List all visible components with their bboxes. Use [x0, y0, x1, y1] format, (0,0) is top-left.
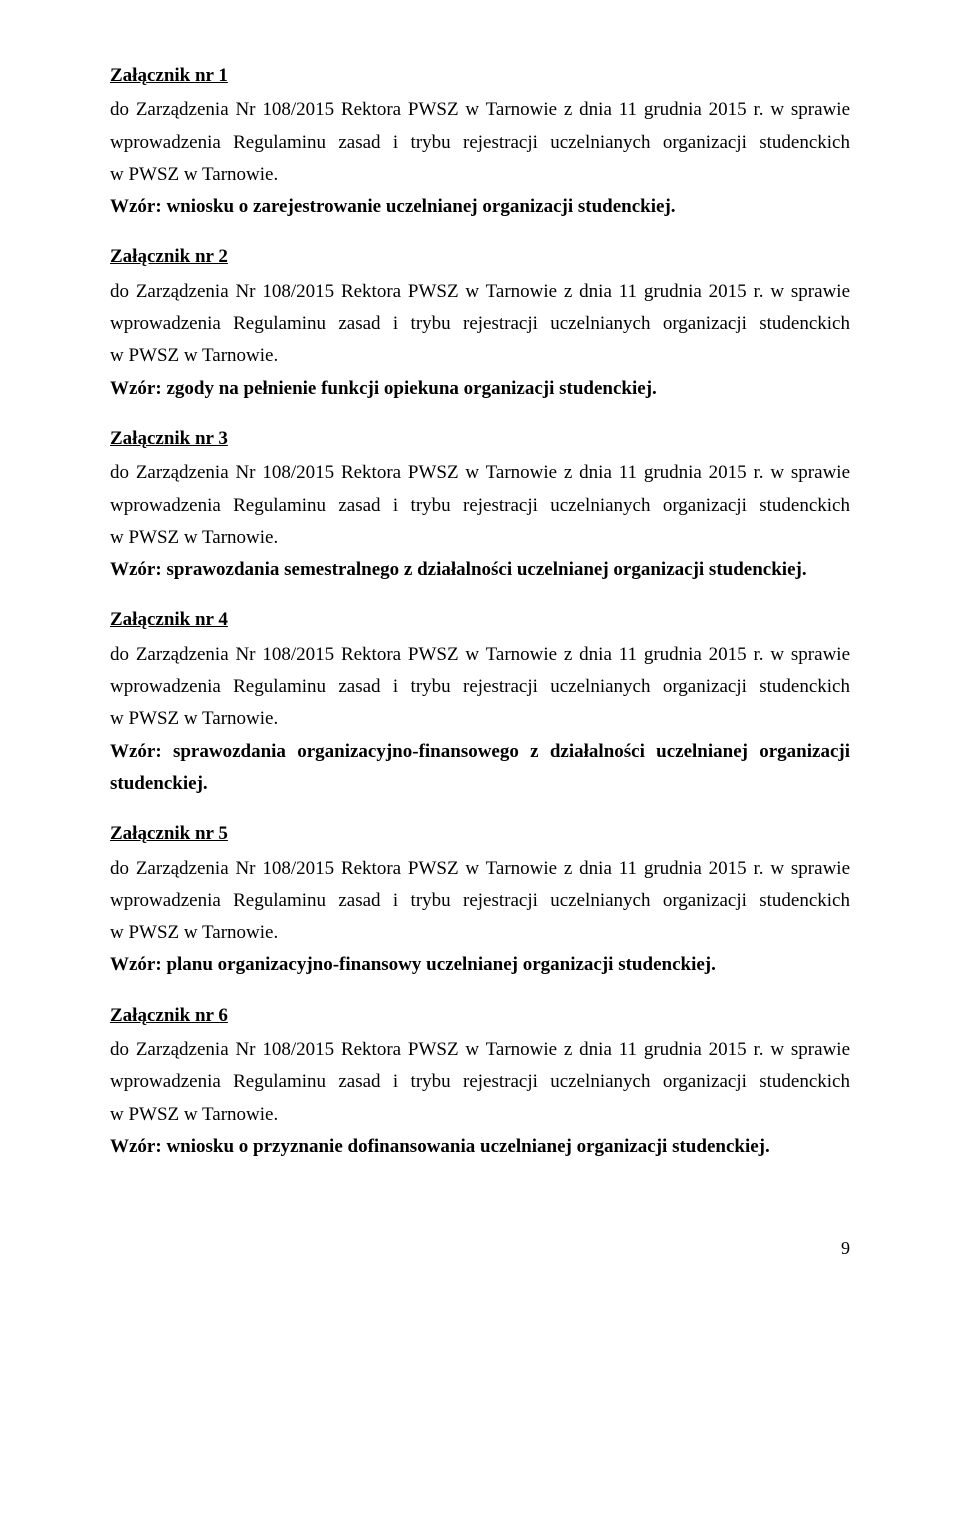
- zalacznik-header: Załącznik nr 6: [110, 1000, 850, 1032]
- zarzadzenie-text: do Zarządzenia Nr 108/2015 Rektora PWSZ …: [110, 858, 850, 944]
- zalacznik-body: do Zarządzenia Nr 108/2015 Rektora PWSZ …: [110, 639, 850, 800]
- zalacznik-header: Załącznik nr 5: [110, 818, 850, 850]
- zalacznik-header: Załącznik nr 1: [110, 60, 850, 92]
- wzor-text: Wzór: sprawozdania semestralnego z dział…: [110, 559, 807, 580]
- zalacznik-header: Załącznik nr 2: [110, 241, 850, 273]
- zalacznik-body: do Zarządzenia Nr 108/2015 Rektora PWSZ …: [110, 94, 850, 223]
- zarzadzenie-text: do Zarządzenia Nr 108/2015 Rektora PWSZ …: [110, 99, 850, 185]
- zalacznik-body: do Zarządzenia Nr 108/2015 Rektora PWSZ …: [110, 276, 850, 405]
- zalacznik-body: do Zarządzenia Nr 108/2015 Rektora PWSZ …: [110, 457, 850, 586]
- zalacznik-header: Załącznik nr 3: [110, 423, 850, 455]
- wzor-text: Wzór: wniosku o zarejestrowanie uczelnia…: [110, 196, 676, 217]
- zalacznik-body: do Zarządzenia Nr 108/2015 Rektora PWSZ …: [110, 853, 850, 982]
- page-number: 9: [110, 1233, 850, 1264]
- wzor-text: Wzór: zgody na pełnienie funkcji opiekun…: [110, 378, 657, 399]
- zarzadzenie-text: do Zarządzenia Nr 108/2015 Rektora PWSZ …: [110, 462, 850, 548]
- wzor-text: Wzór: planu organizacyjno-finansowy ucze…: [110, 954, 716, 975]
- wzor-text: Wzór: wniosku o przyznanie dofinansowani…: [110, 1136, 770, 1157]
- zarzadzenie-text: do Zarządzenia Nr 108/2015 Rektora PWSZ …: [110, 644, 850, 730]
- wzor-text: Wzór: sprawozdania organizacyjno-finanso…: [110, 741, 850, 794]
- zarzadzenie-text: do Zarządzenia Nr 108/2015 Rektora PWSZ …: [110, 1039, 850, 1125]
- zarzadzenie-text: do Zarządzenia Nr 108/2015 Rektora PWSZ …: [110, 281, 850, 367]
- zalacznik-body: do Zarządzenia Nr 108/2015 Rektora PWSZ …: [110, 1034, 850, 1163]
- zalacznik-header: Załącznik nr 4: [110, 604, 850, 636]
- attachments-container: Załącznik nr 1 do Zarządzenia Nr 108/2015…: [110, 60, 850, 1163]
